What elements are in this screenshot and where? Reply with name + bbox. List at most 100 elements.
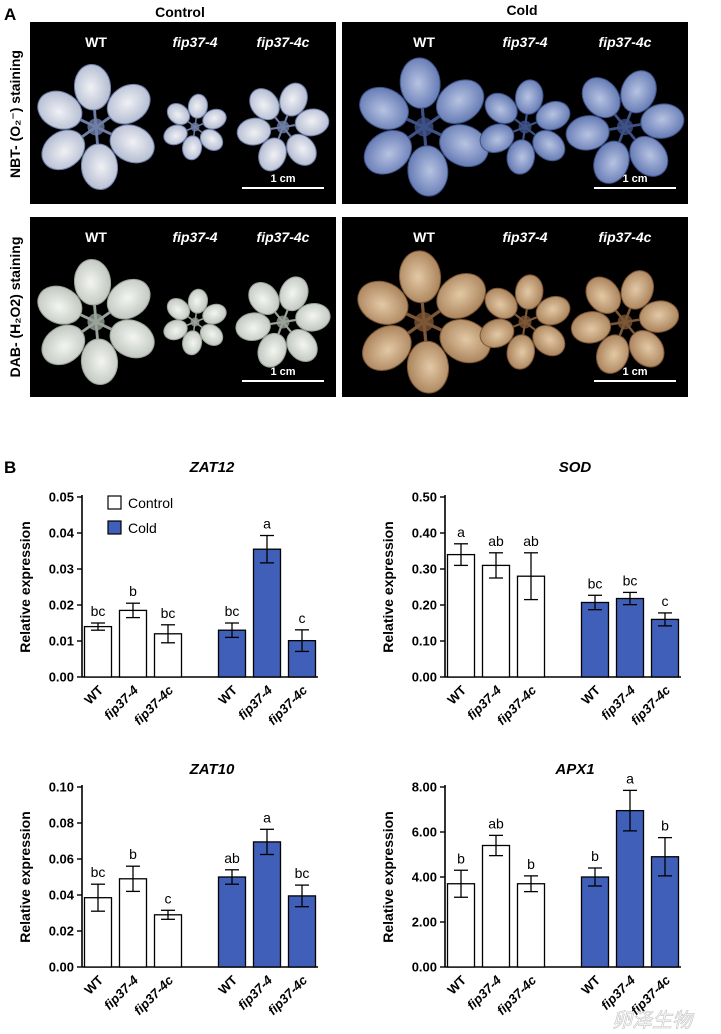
significance-letter: b (457, 850, 465, 866)
genotype-label: fip37-4c (257, 34, 310, 50)
bar (615, 597, 645, 678)
y-tick-label: 0.04 (49, 526, 75, 541)
rosette-image (565, 70, 685, 184)
significance-letter: bc (588, 575, 603, 591)
significance-letter: a (626, 770, 634, 786)
legend-label-cold: Cold (128, 520, 157, 536)
x-tick-label: fip37-4c (265, 972, 311, 1018)
y-tick-label: 0.06 (49, 852, 74, 867)
genotype-label: fip37-4 (172, 229, 217, 245)
y-tick-label: 0.00 (49, 670, 74, 685)
significance-letter: a (263, 516, 271, 532)
condition-cold-label: Cold (506, 2, 537, 18)
bar (446, 553, 476, 678)
y-tick-label: 8.00 (412, 780, 437, 795)
rosette-image (37, 63, 155, 191)
y-tick-label: 0.10 (49, 780, 74, 795)
x-tick-label: WT (81, 972, 106, 997)
significance-letter: b (527, 856, 535, 872)
significance-letter: b (129, 583, 137, 599)
y-axis-label: Relative expression (380, 521, 396, 653)
x-tick-label: WT (215, 682, 240, 707)
row-label-nbt: NBT- (O₂⁻) staining (7, 50, 23, 178)
y-tick-label: 0.04 (49, 888, 75, 903)
bar (153, 914, 183, 968)
chart-title: SOD (559, 459, 592, 476)
significance-letter: ab (224, 850, 240, 866)
bar (83, 625, 113, 678)
x-tick-label: WT (444, 682, 469, 707)
x-tick-label: fip37-4c (131, 682, 177, 728)
rosette-image (163, 93, 227, 161)
condition-control-label: Control (155, 4, 205, 20)
x-tick-label: fip37-4c (494, 682, 540, 728)
bar (118, 878, 148, 968)
genotype-label: fip37-4 (172, 34, 217, 50)
significance-letter: c (299, 610, 306, 626)
bar (252, 841, 282, 968)
y-tick-label: 6.00 (412, 825, 437, 840)
y-tick-label: 4.00 (412, 870, 437, 885)
significance-letter: b (591, 848, 599, 864)
y-tick-label: 2.00 (412, 915, 437, 930)
significance-letter: c (165, 890, 172, 906)
genotype-label: WT (85, 229, 107, 245)
chart-title: ZAT12 (189, 459, 235, 476)
significance-letter: b (661, 818, 669, 834)
y-axis-label: Relative expression (380, 811, 396, 943)
scale-bar-label: 1 cm (622, 173, 647, 185)
y-tick-label: 0.40 (412, 526, 437, 541)
bar (580, 601, 610, 678)
x-tick-label: fip37-4c (265, 682, 311, 728)
bar (650, 618, 680, 678)
y-tick-label: 0.30 (412, 562, 437, 577)
x-tick-label: WT (578, 972, 603, 997)
significance-letter: bc (295, 865, 310, 881)
genotype-label: WT (85, 34, 107, 50)
panel-a-letter: A (4, 5, 16, 24)
bar (217, 876, 247, 968)
panel-b-letter: B (4, 458, 16, 477)
x-tick-label: WT (444, 972, 469, 997)
y-tick-label: 0.50 (412, 490, 437, 505)
rosette-image (236, 82, 330, 172)
rosette-image (359, 57, 489, 197)
x-tick-label: fip37-4c (628, 682, 674, 728)
rosette-image (357, 250, 491, 394)
y-tick-label: 0.10 (412, 634, 437, 649)
bar (516, 883, 546, 968)
legend-swatch-cold (107, 520, 122, 535)
genotype-label: fip37-4 (502, 229, 547, 245)
rosette-image (235, 276, 331, 368)
y-tick-label: 0.02 (49, 924, 74, 939)
chart-title: ZAT10 (189, 761, 235, 778)
rosette-image (479, 274, 571, 370)
x-tick-label: WT (81, 682, 106, 707)
legend-swatch-control (107, 495, 122, 510)
significance-letter: b (129, 846, 137, 862)
significance-letter: ab (488, 815, 504, 831)
rosette-image (479, 79, 571, 175)
genotype-label: fip37-4c (599, 34, 652, 50)
significance-letter: ab (523, 533, 539, 549)
y-tick-label: 0.08 (49, 816, 74, 831)
significance-letter: bc (161, 605, 176, 621)
chart-zat10: ZAT10 Relative expression 0.00 0.02 0.04 0.06… (17, 761, 318, 1018)
bar (287, 895, 317, 968)
scale-bar-label: 1 cm (622, 366, 647, 378)
watermark-logo: 卵泽生物 (612, 1010, 695, 1032)
chart-apx1: APX1 Relative expression 0.00 2.00 4.00 6.00 8… (380, 761, 681, 1018)
photo-panel-nbt-control: WT fip37-4 fip37-4c 1 cm (30, 22, 336, 204)
bar (118, 609, 148, 678)
y-axis-label: Relative expression (17, 521, 33, 653)
bar (481, 844, 511, 968)
chart-title: APX1 (554, 761, 594, 778)
significance-letter: ab (488, 533, 504, 549)
x-tick-label: WT (215, 972, 240, 997)
genotype-label: WT (413, 34, 435, 50)
bar (252, 548, 282, 678)
y-tick-label: 0.01 (49, 634, 74, 649)
bar (481, 564, 511, 678)
genotype-label: fip37-4c (257, 229, 310, 245)
